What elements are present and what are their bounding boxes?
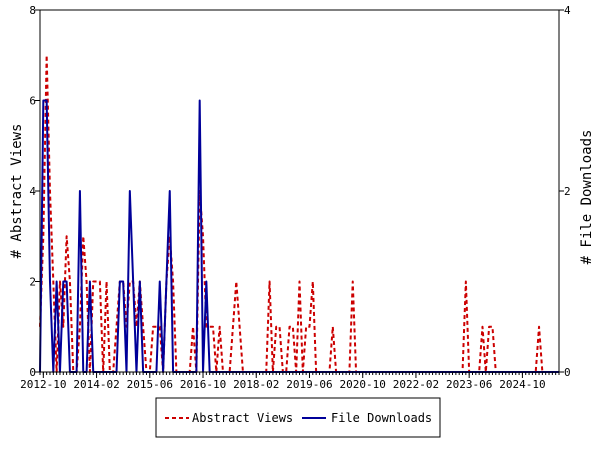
x-tick-label: 2018-02 xyxy=(233,378,279,391)
plot-frame xyxy=(39,9,560,373)
y2-axis-title: # File Downloads xyxy=(579,130,595,265)
y-tick-label: 8 xyxy=(29,4,36,17)
x-tick-label: 2024-10 xyxy=(499,378,545,391)
y2-tick-label: 2 xyxy=(564,185,571,198)
x-tick-label: 2014-02 xyxy=(73,378,119,391)
x-tick-label: 2015-06 xyxy=(127,378,173,391)
x-tick-label: 2022-02 xyxy=(393,378,439,391)
y2-tick-label: 0 xyxy=(564,366,571,379)
y-tick-label: 4 xyxy=(29,185,36,198)
x-tick-label: 2023-06 xyxy=(446,378,492,391)
y2-tick-label: 4 xyxy=(564,4,571,17)
x-tick-label: 2012-10 xyxy=(20,378,66,391)
legend-label-file-downloads: File Downloads xyxy=(331,411,432,425)
y-axis-title: # Abstract Views xyxy=(9,124,25,259)
legend: Abstract Views File Downloads xyxy=(155,397,441,438)
y-tick-label: 6 xyxy=(29,95,36,108)
x-tick-label: 2020-10 xyxy=(340,378,386,391)
x-tick-label: 2016-10 xyxy=(180,378,226,391)
y-tick-label: 0 xyxy=(29,366,36,379)
y-tick-label: 2 xyxy=(29,276,36,289)
legend-label-abstract-views: Abstract Views xyxy=(192,411,293,425)
legend-box xyxy=(155,397,441,438)
x-tick-label: 2019-06 xyxy=(286,378,332,391)
